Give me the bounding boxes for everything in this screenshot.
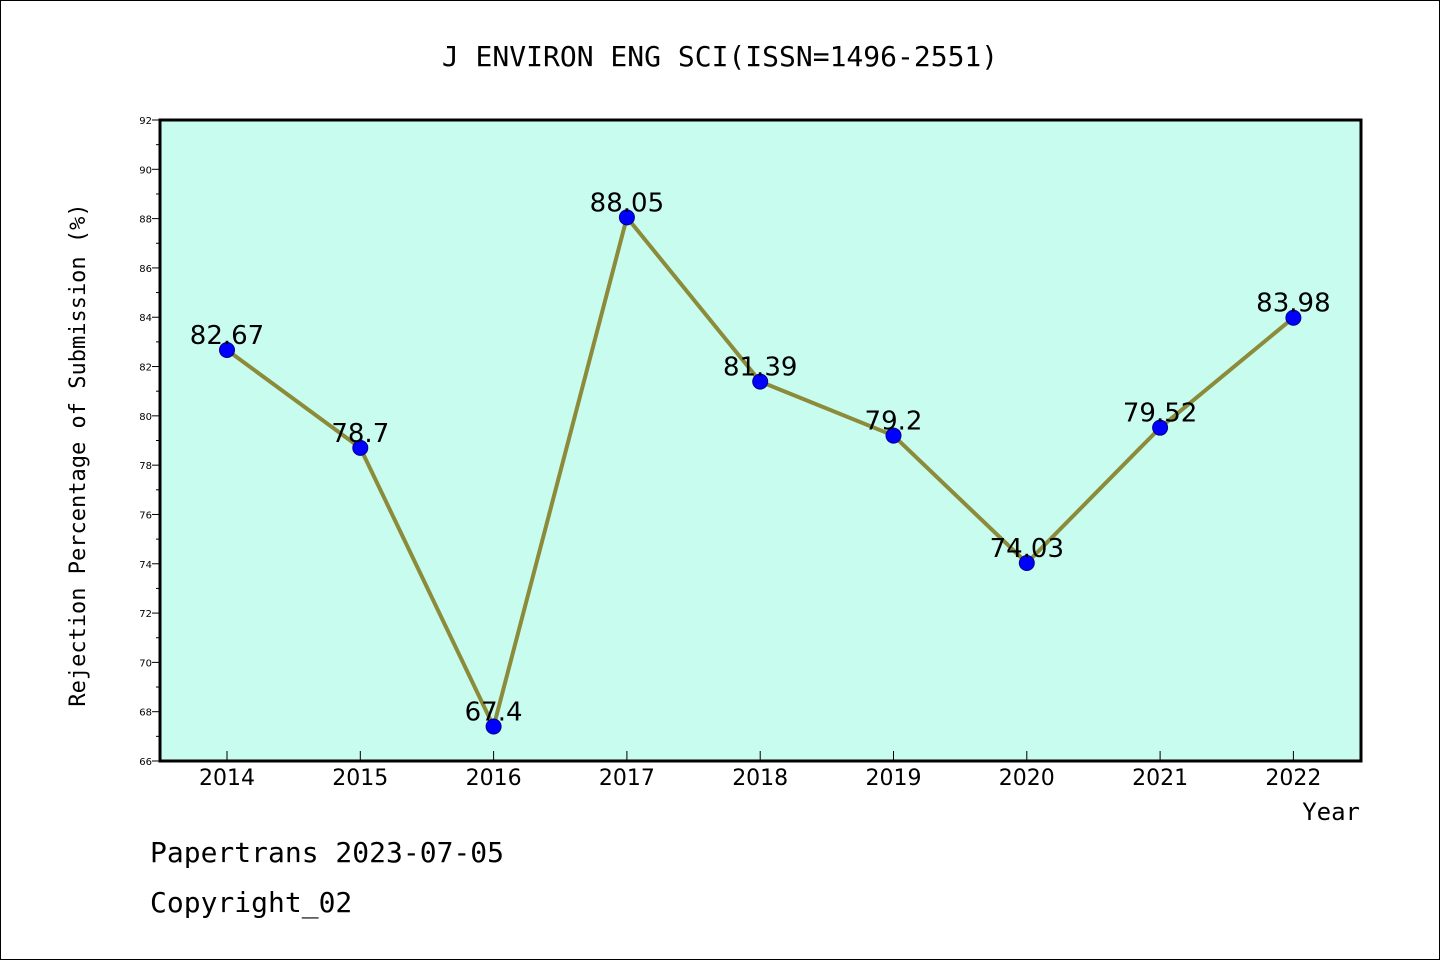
data-point-2014 [219,342,235,359]
x-tick-label: 2015 [332,766,388,791]
y-tick-label: 80 [139,412,152,423]
x-axis-label: Year [1302,798,1360,826]
data-point-2017 [618,209,635,226]
y-tick-label: 82 [139,363,152,374]
data-label-2022: 83.98 [1256,289,1330,319]
data-label-2014: 82.67 [190,321,264,351]
data-point-2015 [352,439,369,456]
data-point-2016 [485,718,502,735]
x-tick-label: 2018 [732,766,788,791]
x-tick-label: 2014 [199,766,255,791]
y-tick-label: 76 [139,510,152,521]
data-label-2018: 81.39 [723,353,797,383]
data-point-2019 [885,427,902,444]
x-tick-label: 2021 [1132,766,1188,791]
y-axis-ticks: 66 68 70 72 74 76 78 80 82 84 86 88 90 92 [139,116,160,768]
x-tick-label: 2019 [866,766,922,791]
data-label-2015: 78.7 [331,419,389,449]
data-labels: 82.67 78.7 67.4 88.05 81.39 79.2 74.03 79.52 83.… [190,188,1331,727]
y-tick-label: 84 [139,313,152,324]
data-label-2020: 74.03 [990,534,1064,564]
x-tick-label: 2016 [466,766,522,791]
y-tick-label: 88 [139,215,152,226]
chart-title: J ENVIRON ENG SCI(ISSN=1496-2551) [442,40,998,73]
y-tick-label: 70 [139,658,152,669]
y-tick-label: 86 [139,264,152,275]
footer-date: Papertrans 2023-07-05 [150,836,505,869]
y-tick-label: 74 [139,560,152,571]
y-tick-label: 68 [139,708,152,719]
x-tick-label: 2017 [599,766,655,791]
y-tick-label: 78 [139,461,152,472]
footer-copyright: Copyright_02 [150,886,353,919]
x-tick-label: 2022 [1265,766,1321,791]
series-markers [219,209,1302,735]
x-axis-ticks: 2014 2015 2016 2017 2018 2019 2020 2021 2022 [199,751,1321,791]
y-tick-label: 90 [139,165,152,176]
data-label-2016: 67.4 [465,697,523,727]
data-label-2017: 88.05 [590,188,664,218]
y-tick-label: 72 [139,609,152,620]
x-tick-label: 2020 [999,766,1055,791]
data-point-2021 [1152,419,1169,436]
data-point-2022 [1285,309,1302,326]
y-tick-label: 66 [139,757,152,768]
data-point-2020 [1018,555,1035,572]
data-label-2019: 79.2 [865,407,923,437]
y-tick-label: 92 [139,116,152,127]
y-axis-label: Rejection Percentage of Submission (%) [66,203,91,706]
data-point-2018 [752,373,769,390]
data-label-2021: 79.52 [1123,399,1197,429]
